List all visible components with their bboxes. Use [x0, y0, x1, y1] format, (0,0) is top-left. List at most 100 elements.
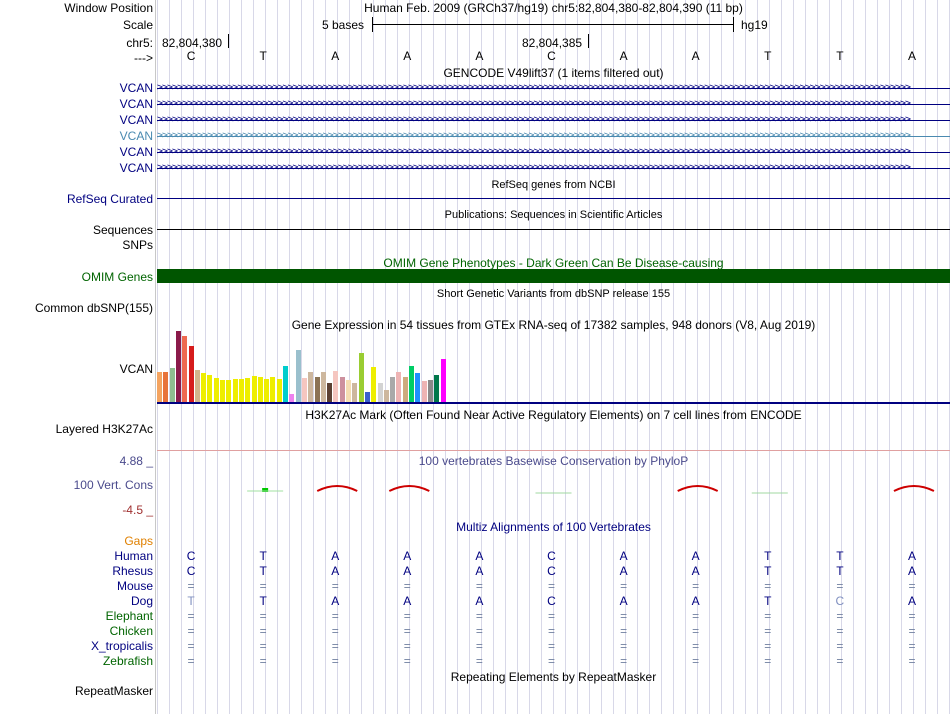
gencode-gene-label[interactable]: VCAN — [119, 161, 153, 175]
gencode-transcript[interactable]: >>>>>>>>>>>>>>>>>>>>>>>>>>>>>>>>>>>>>>>>… — [157, 81, 950, 95]
refseq-label[interactable]: RefSeq Curated — [66, 192, 153, 206]
gtex-tissue-bar[interactable] — [390, 377, 396, 402]
gencode-gene-label[interactable]: VCAN — [119, 81, 153, 95]
gtex-tissue-bar[interactable] — [257, 377, 263, 402]
gtex-tissue-bar[interactable] — [364, 392, 370, 402]
gtex-tissue-bar[interactable] — [352, 383, 358, 402]
species-label[interactable]: Dog — [130, 594, 153, 608]
sequences-label[interactable]: Sequences — [92, 223, 153, 237]
gencode-gene-label[interactable]: VCAN — [119, 129, 153, 143]
repeatmasker-title[interactable]: Repeating Elements by RepeatMasker — [450, 670, 657, 684]
phylop-title[interactable]: 100 vertebrates Basewise Conservation by… — [418, 454, 689, 468]
phylop-graph[interactable] — [157, 460, 950, 516]
gtex-tissue-bar[interactable] — [409, 366, 414, 402]
phylop-negative-score[interactable] — [893, 485, 935, 492]
gtex-tissue-bar[interactable] — [333, 371, 339, 402]
gencode-transcript[interactable]: >>>>>>>>>>>>>>>>>>>>>>>>>>>>>>>>>>>>>>>>… — [157, 145, 950, 159]
gtex-tissue-bar[interactable] — [175, 331, 181, 402]
species-label[interactable]: Mouse — [116, 579, 153, 593]
gtex-tissue-bar[interactable] — [251, 376, 257, 402]
refseq-title[interactable]: RefSeq genes from NCBI — [491, 179, 616, 191]
gtex-tissue-bar[interactable] — [169, 368, 175, 402]
gtex-tissue-bar[interactable] — [194, 370, 200, 402]
gtex-tissue-bar[interactable] — [264, 379, 270, 402]
gencode-transcript[interactable]: >>>>>>>>>>>>>>>>>>>>>>>>>>>>>>>>>>>>>>>>… — [157, 97, 950, 111]
gtex-tissue-bar[interactable] — [421, 381, 427, 402]
gtex-tissue-bar[interactable] — [289, 394, 295, 402]
gencode-transcript[interactable]: >>>>>>>>>>>>>>>>>>>>>>>>>>>>>>>>>>>>>>>>… — [157, 129, 950, 143]
gencode-gene-label[interactable]: VCAN — [119, 97, 153, 111]
gtex-tissue-bar[interactable] — [232, 379, 238, 402]
omim-title[interactable]: OMIM Gene Phenotypes - Dark Green Can Be… — [383, 256, 724, 270]
species-label[interactable]: X_tropicalis — [90, 639, 153, 653]
strand-arrows: >>>>>>>>>>>>>>>>>>>>>>>>>>>>>>>>>>>>>>>>… — [157, 162, 911, 173]
gtex-tissue-bar[interactable] — [207, 375, 213, 402]
gtex-tissue-bar[interactable] — [163, 372, 169, 402]
gtex-tissue-bar[interactable] — [238, 379, 244, 402]
gtex-tissue-bar[interactable] — [314, 377, 320, 402]
gaps-label[interactable]: Gaps — [124, 534, 153, 548]
gtex-tissue-bar[interactable] — [440, 359, 446, 402]
gtex-tissue-bar[interactable] — [182, 336, 188, 402]
omim-bar[interactable] — [157, 269, 950, 283]
phylop-negative-score[interactable] — [677, 485, 719, 492]
omim-label[interactable]: OMIM Genes — [81, 270, 153, 284]
gtex-tissue-bar[interactable] — [339, 377, 345, 402]
gtex-tissue-bar[interactable] — [245, 378, 251, 402]
gtex-tissue-bar[interactable] — [220, 380, 225, 402]
gtex-bar-chart[interactable] — [157, 330, 557, 402]
multiz-title[interactable]: Multiz Alignments of 100 Vertebrates — [456, 520, 651, 534]
gtex-tissue-bar[interactable] — [427, 380, 433, 402]
gtex-tissue-bar[interactable] — [201, 373, 207, 402]
species-label[interactable]: Human — [114, 549, 153, 563]
gtex-label[interactable]: VCAN — [119, 362, 153, 376]
gencode-transcript[interactable]: >>>>>>>>>>>>>>>>>>>>>>>>>>>>>>>>>>>>>>>>… — [157, 161, 950, 175]
gtex-tissue-bar[interactable] — [415, 373, 421, 402]
gtex-tissue-bar[interactable] — [434, 375, 440, 402]
phylop-positive-score[interactable] — [262, 488, 269, 492]
species-label[interactable]: Rhesus — [112, 564, 153, 578]
gtex-tissue-bar[interactable] — [402, 377, 408, 402]
gtex-tissue-bar[interactable] — [383, 390, 389, 402]
gtex-tissue-bar[interactable] — [327, 383, 333, 402]
gtex-tissue-bar[interactable] — [157, 372, 162, 402]
phylop-label[interactable]: 100 Vert. Cons — [73, 478, 153, 492]
alignment-base: = — [620, 654, 628, 668]
h3k27ac-label[interactable]: Layered H3K27Ac — [55, 422, 153, 436]
gtex-tissue-bar[interactable] — [371, 367, 377, 402]
gencode-gene-label[interactable]: VCAN — [119, 145, 153, 159]
gencode-title[interactable]: GENCODE V49lift37 (1 items filtered out) — [443, 66, 664, 80]
dbsnp-label[interactable]: Common dbSNP(155) — [34, 301, 153, 315]
gtex-tissue-bar[interactable] — [270, 377, 276, 402]
gtex-tissue-bar[interactable] — [346, 380, 351, 402]
phylop-negative-score[interactable] — [388, 485, 430, 492]
species-label[interactable]: Elephant — [105, 609, 153, 623]
gtex-tissue-bar[interactable] — [308, 372, 314, 402]
phylop-negative-score[interactable] — [316, 485, 358, 492]
gencode-gene-label[interactable]: VCAN — [119, 113, 153, 127]
species-label[interactable]: Zebrafish — [102, 654, 153, 668]
h3k27ac-title[interactable]: H3K27Ac Mark (Often Found Near Active Re… — [305, 408, 802, 422]
gtex-tissue-bar[interactable] — [276, 379, 282, 402]
gtex-tissue-bar[interactable] — [396, 372, 402, 402]
gtex-tissue-bar[interactable] — [213, 378, 219, 402]
alignment-base: = — [692, 579, 700, 593]
repeatmasker-label[interactable]: RepeatMasker — [74, 684, 153, 698]
species-label[interactable]: Chicken — [109, 624, 153, 638]
gtex-tissue-bar[interactable] — [283, 366, 288, 402]
publications-title[interactable]: Publications: Sequences in Scientific Ar… — [444, 209, 663, 221]
gtex-tissue-bar[interactable] — [226, 380, 232, 402]
publications-line[interactable] — [157, 229, 950, 230]
gtex-tissue-bar[interactable] — [301, 378, 307, 402]
gtex-tissue-bar[interactable] — [358, 353, 364, 402]
gtex-tissue-bar[interactable] — [377, 383, 383, 402]
dbsnp-title[interactable]: Short Genetic Variants from dbSNP releas… — [436, 288, 671, 300]
snps-label[interactable]: SNPs — [122, 238, 153, 252]
gtex-tissue-bar[interactable] — [188, 346, 194, 402]
gtex-title[interactable]: Gene Expression in 54 tissues from GTEx … — [291, 318, 816, 332]
gtex-tissue-bar[interactable] — [295, 350, 301, 402]
gtex-tissue-bar[interactable] — [320, 372, 326, 402]
refseq-line[interactable] — [157, 198, 950, 199]
alignment-base: A — [475, 564, 484, 578]
gencode-transcript[interactable]: >>>>>>>>>>>>>>>>>>>>>>>>>>>>>>>>>>>>>>>>… — [157, 113, 950, 127]
